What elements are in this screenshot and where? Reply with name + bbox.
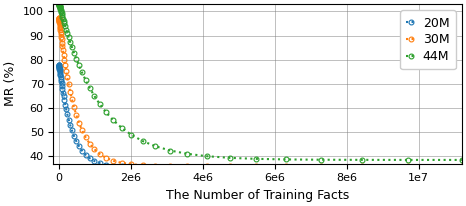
44M	[227, 157, 233, 159]
20M	[56, 66, 62, 68]
Legend: 20M, 30M, 44M: 20M, 30M, 44M	[400, 11, 456, 69]
Line: 20M: 20M	[56, 62, 464, 170]
20M	[459, 166, 465, 169]
30M	[57, 22, 62, 24]
20M	[57, 71, 63, 74]
Line: 30M: 30M	[56, 15, 464, 168]
20M	[59, 85, 65, 87]
30M	[57, 25, 63, 28]
44M	[57, 5, 62, 7]
30M	[56, 17, 62, 19]
X-axis label: The Number of Training Facts: The Number of Training Facts	[166, 189, 349, 202]
30M	[56, 19, 62, 21]
44M	[459, 159, 465, 161]
Line: 44M: 44M	[56, 1, 464, 162]
44M	[56, 3, 62, 6]
30M	[459, 165, 465, 167]
30M	[405, 165, 411, 167]
44M	[59, 14, 65, 16]
30M	[59, 41, 65, 44]
20M	[227, 166, 233, 169]
20M	[57, 68, 62, 71]
44M	[56, 2, 62, 5]
20M	[405, 166, 411, 169]
44M	[405, 159, 411, 161]
44M	[57, 6, 63, 9]
30M	[227, 165, 233, 167]
Y-axis label: MR (%): MR (%)	[4, 61, 17, 107]
20M	[56, 64, 62, 66]
